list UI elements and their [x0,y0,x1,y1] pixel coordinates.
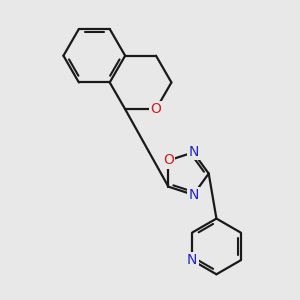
Text: O: O [151,102,161,116]
Text: N: N [187,254,197,267]
Text: N: N [188,146,199,159]
Text: N: N [188,188,199,202]
Text: O: O [163,154,174,167]
